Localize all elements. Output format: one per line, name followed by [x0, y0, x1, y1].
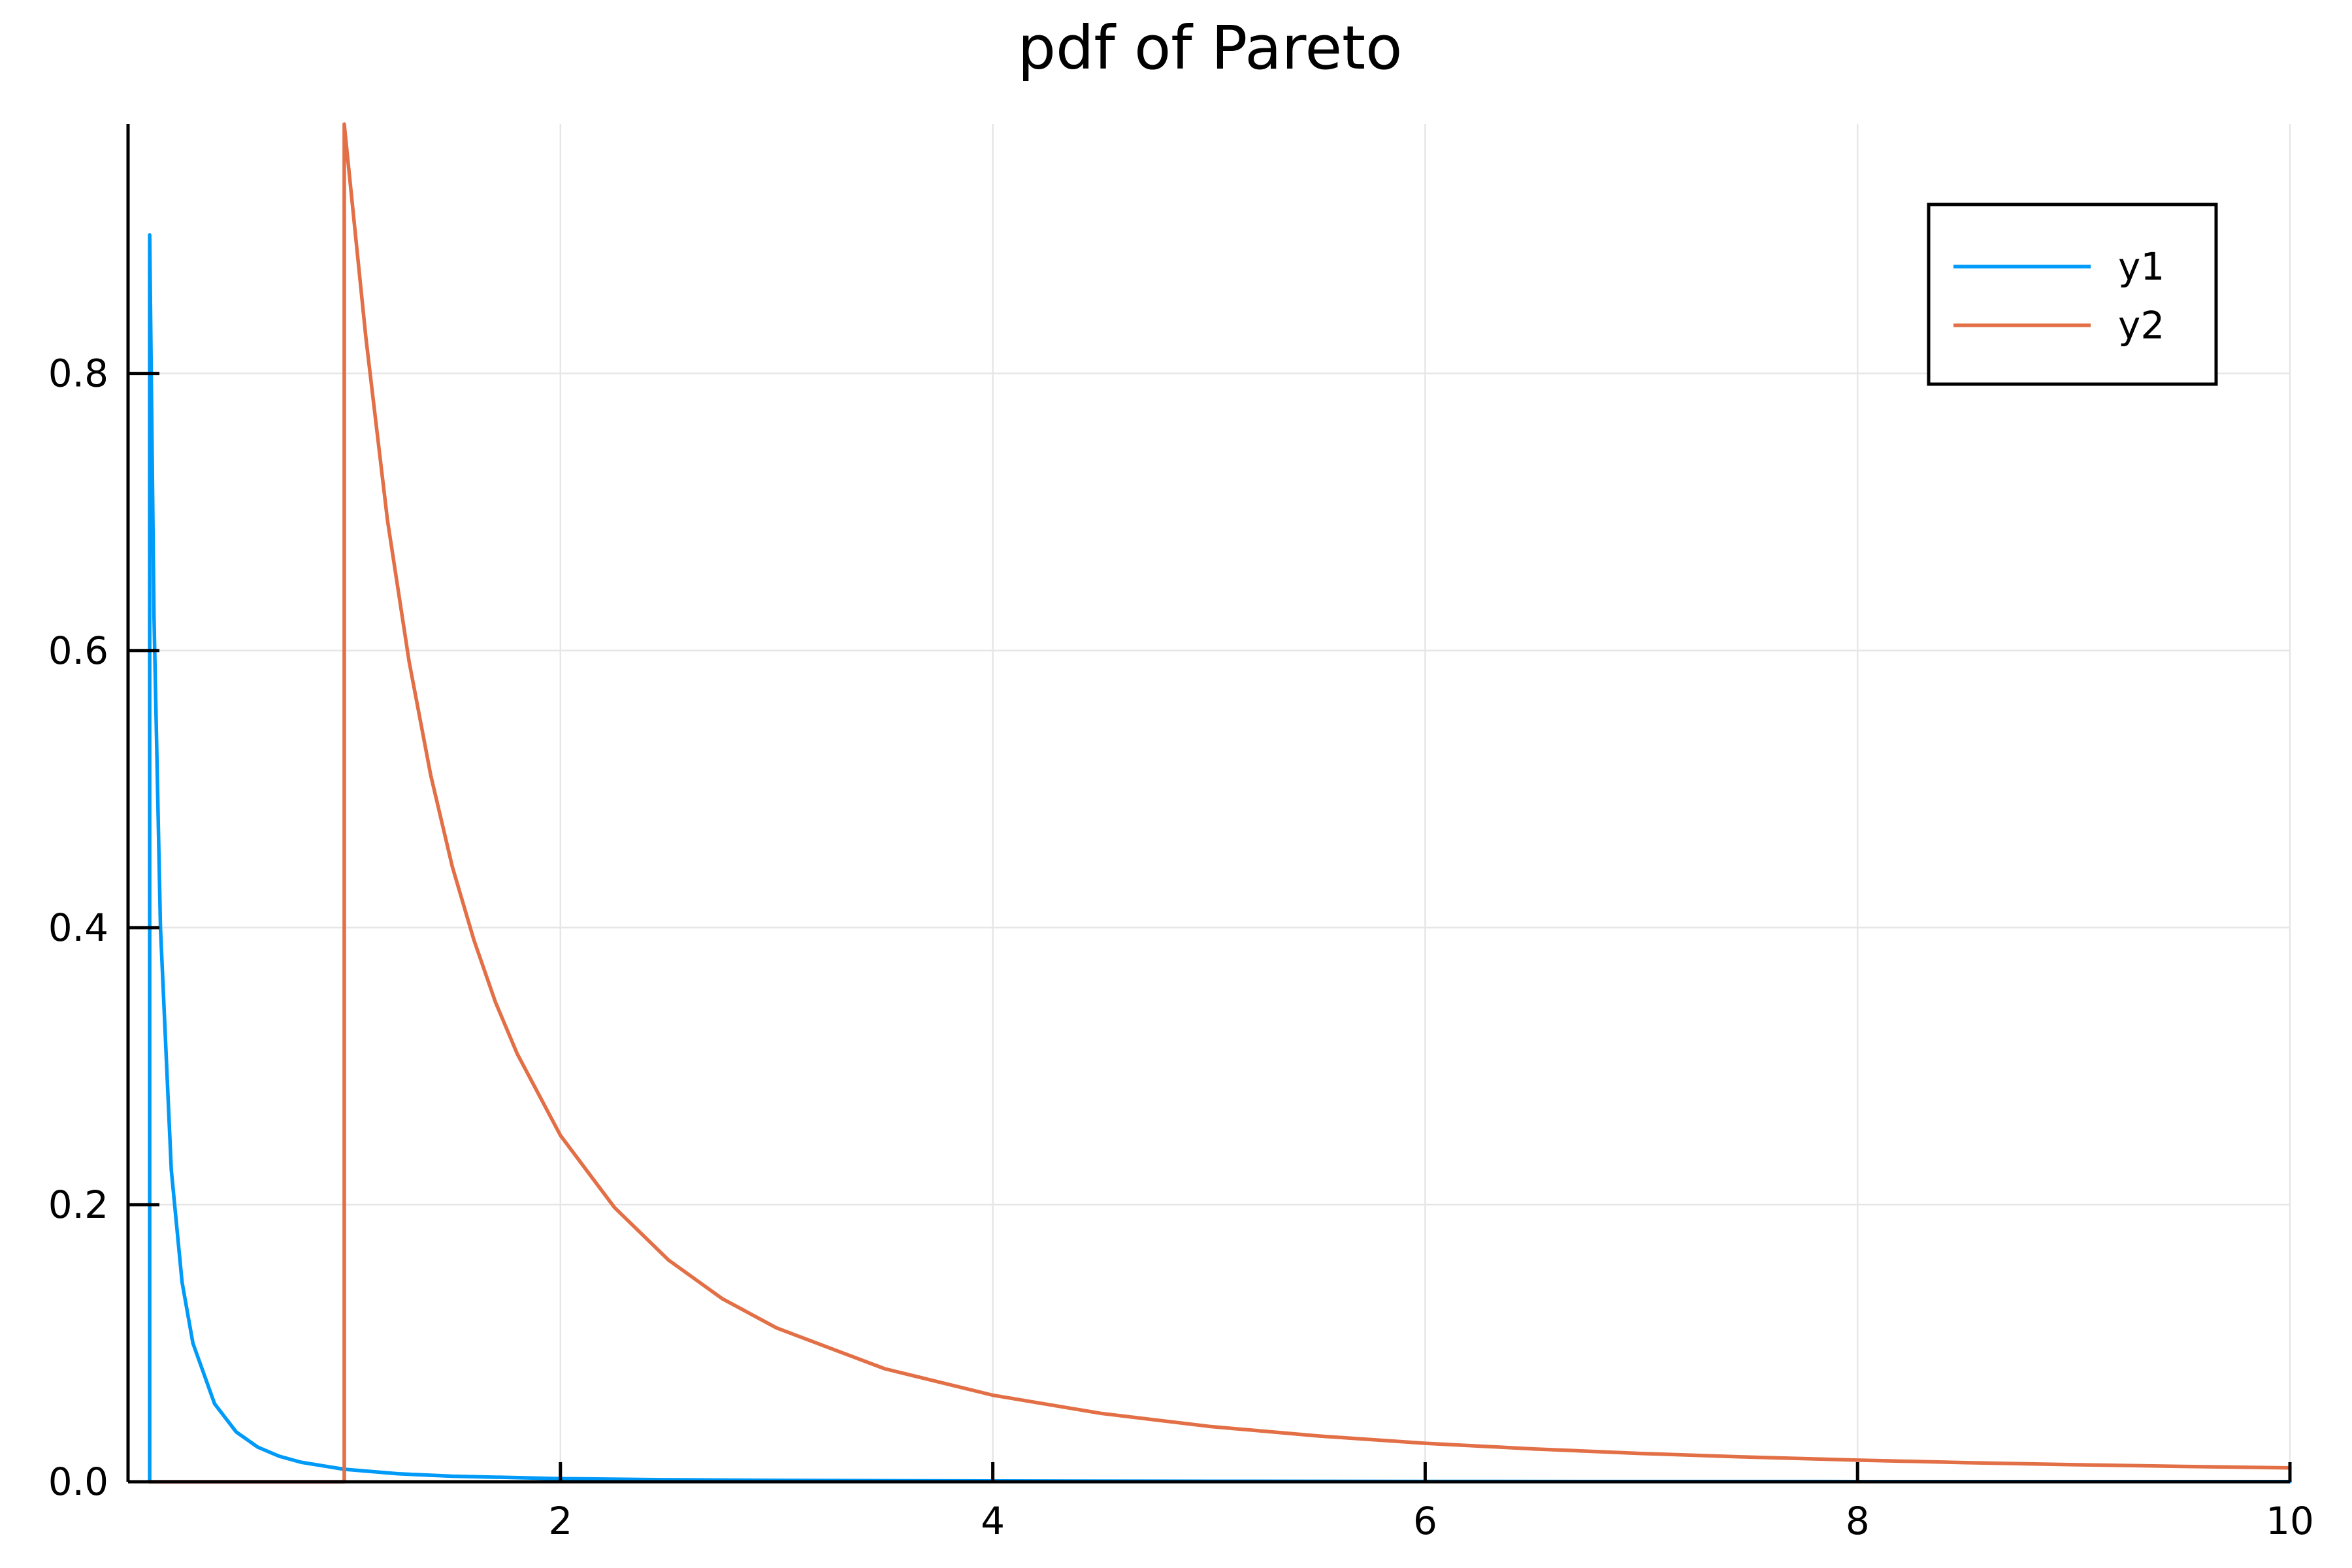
tick-marks: [128, 372, 2292, 1484]
x-tick-label: 4: [981, 1499, 1005, 1543]
legend-box: [1927, 203, 2218, 386]
chart-title: pdf of Pareto: [1018, 13, 1403, 83]
series-line-y2: [148, 122, 2292, 1484]
x-tick-label: 6: [1413, 1499, 1437, 1543]
x-tick-label: 8: [1846, 1499, 1870, 1543]
y-tick-label: 0.2: [48, 1183, 108, 1227]
x-tick-label: 2: [548, 1499, 572, 1543]
axes: [126, 124, 2290, 1484]
legend-label-y2: y2: [2118, 303, 2164, 348]
y-tick-label: 0.4: [48, 906, 108, 950]
y-tick-label: 0.8: [48, 351, 108, 396]
tick-labels: 2 4 6 8 10 0.0 0.2 0.4 0.6 0.8: [48, 351, 2314, 1543]
y-tick-label: 0.0: [48, 1460, 108, 1504]
y-tick-label: 0.6: [48, 629, 108, 673]
legend-label-y1: y1: [2118, 244, 2164, 289]
x-tick-label: 10: [2266, 1499, 2314, 1543]
